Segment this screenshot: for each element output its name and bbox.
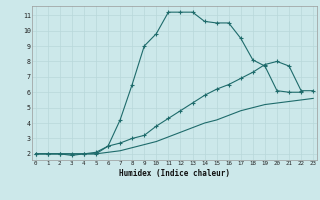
X-axis label: Humidex (Indice chaleur): Humidex (Indice chaleur): [119, 169, 230, 178]
